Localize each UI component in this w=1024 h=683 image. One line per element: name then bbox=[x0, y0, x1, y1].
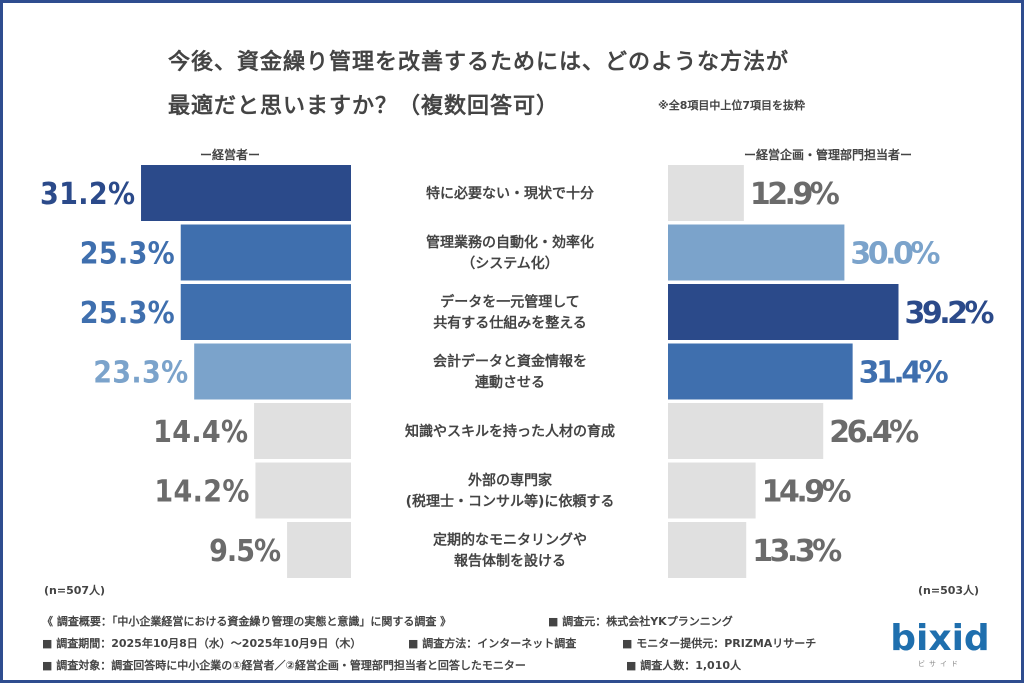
data-label-left: 25.3% bbox=[80, 296, 175, 331]
footer-count: ■ 調査人数：1,010人 bbox=[626, 659, 742, 672]
chart-title-line2: 最適だと思いますか？（複数回答可） bbox=[168, 94, 560, 119]
category-label: 会計データと資金情報を bbox=[433, 353, 587, 370]
svg-text:ビサイド: ビサイド bbox=[918, 659, 962, 668]
chart-note: ※全8項目中上位7項目を抜粋 bbox=[658, 99, 806, 112]
svg-text:bixid: bixid bbox=[890, 618, 989, 659]
bar-right bbox=[668, 224, 845, 281]
footer-period: ■ 調査期間：2025年10月8日（水）～2025年10月9日（木） bbox=[42, 637, 362, 650]
data-label-left: 23.3% bbox=[93, 356, 188, 391]
data-label-right: 39.2% bbox=[904, 296, 994, 331]
data-label-right: 12.9% bbox=[750, 177, 840, 212]
sample-right: (n=503人) bbox=[918, 584, 980, 597]
legend-right: ー経営企画・管理部門担当者ー bbox=[744, 148, 913, 162]
bar-left bbox=[194, 343, 351, 400]
bar-right bbox=[668, 522, 747, 578]
category-label: 外部の専門家 bbox=[468, 472, 553, 489]
bar-right bbox=[668, 403, 824, 459]
bar-left bbox=[255, 462, 351, 519]
butterfly-chart: 31.2% 12.9% 特に必要ない・現状で十分 25.3% 30.0% 管理業務の自動化… bbox=[40, 165, 994, 578]
bar-right bbox=[668, 165, 744, 221]
category-label: 共有する仕組みを整える bbox=[433, 315, 587, 332]
bixid-logo: bixid ビサイド bbox=[885, 610, 995, 670]
category-label: 知識やスキルを持った人材の育成 bbox=[405, 423, 615, 440]
bar-left bbox=[180, 284, 351, 340]
category-label: 管理業務の自動化・効率化 bbox=[426, 234, 594, 251]
data-label-right: 31.4% bbox=[859, 356, 949, 391]
bar-left bbox=[141, 165, 351, 221]
data-label-right: 30.0% bbox=[850, 237, 940, 272]
data-label-right: 26.4% bbox=[829, 415, 919, 450]
footer-monitor: ■ モニター提供元：PRIZMAリサーチ bbox=[622, 637, 817, 650]
data-label-left: 14.2% bbox=[154, 475, 249, 510]
bar-right bbox=[668, 462, 756, 519]
data-label-right: 13.3% bbox=[752, 534, 842, 569]
bar-right bbox=[668, 343, 853, 400]
data-label-left: 25.3% bbox=[80, 237, 175, 272]
footer-method: ■ 調査方法：インターネット調査 bbox=[408, 637, 577, 650]
category-label: (税理士・コンサル等)に依頼する bbox=[406, 493, 615, 510]
bar-left bbox=[287, 522, 351, 578]
data-label-left: 9.5% bbox=[209, 534, 281, 569]
chart-title-line1: 今後、資金繰り管理を改善するためには、どのような方法が bbox=[168, 50, 790, 75]
sample-left: (n=507人) bbox=[44, 584, 106, 597]
bar-left bbox=[180, 224, 351, 281]
footer-org: ■ 調査元：株式会社YKプランニング bbox=[548, 615, 733, 628]
category-label: 特に必要ない・現状で十分 bbox=[426, 185, 594, 202]
category-label: 報告体制を設ける bbox=[454, 553, 566, 570]
legend-left: ー経営者ー bbox=[200, 148, 261, 162]
category-label: （システム化） bbox=[461, 255, 559, 272]
category-label: 連動させる bbox=[475, 374, 545, 391]
footer-overview: 《 調査概要：「中小企業経営における資金繰り管理の実態と意識」に関する調査 》 bbox=[42, 615, 452, 628]
bar-left bbox=[254, 403, 351, 459]
bar-right bbox=[668, 284, 899, 340]
footer-target: ■ 調査対象：調査回答時に中小企業の①経営者／②経営企画・管理部門担当者と回答し… bbox=[42, 659, 526, 672]
data-label-left: 14.4% bbox=[153, 415, 248, 450]
data-label-left: 31.2% bbox=[40, 177, 135, 212]
data-label-right: 14.9% bbox=[762, 475, 852, 510]
category-label: 定期的なモニタリングや bbox=[433, 532, 587, 549]
category-label: データを一元管理して bbox=[440, 294, 580, 311]
